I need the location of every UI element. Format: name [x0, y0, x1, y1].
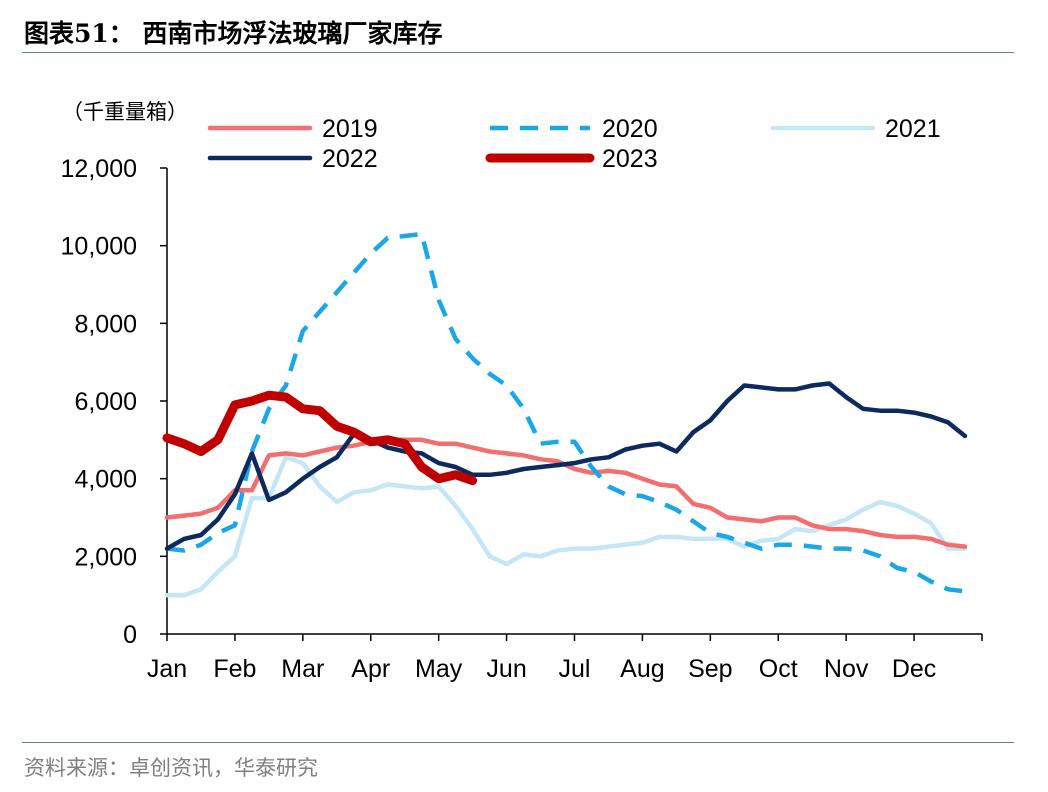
legend-label-2023: 2023 — [602, 145, 658, 173]
x-tick-label: Apr — [351, 655, 390, 683]
y-tick-label: 8,000 — [74, 310, 137, 338]
x-tick-label: Sep — [688, 655, 732, 683]
series-line-2022 — [164, 381, 968, 551]
legend-label-2022: 2022 — [322, 145, 378, 173]
legend-label-2021: 2021 — [885, 115, 941, 143]
series-line-2020 — [166, 231, 966, 594]
series-line-2021 — [164, 455, 968, 598]
legend-label-2019: 2019 — [322, 115, 378, 143]
series-group — [162, 231, 968, 598]
y-tick-label: 10,000 — [61, 233, 137, 261]
x-tick-label: Dec — [892, 655, 936, 683]
y-tick-label: 12,000 — [61, 155, 137, 183]
x-tick-label: Jan — [147, 655, 187, 683]
y-axis: 0 2,000 4,000 6,000 8,000 10,000 12,000 — [61, 155, 168, 649]
x-tick-label: May — [415, 655, 463, 683]
legend: 2019 2020 2021 2022 2023 — [207, 115, 941, 173]
series-line-2023 — [162, 390, 478, 486]
x-tick-label: Feb — [213, 655, 256, 683]
x-tick-label: Nov — [824, 655, 869, 683]
x-tick-label: Aug — [620, 655, 664, 683]
x-tick-label: Oct — [759, 655, 798, 683]
y-tick-label: 2,000 — [74, 543, 137, 571]
y-axis-label: （千重量箱） — [62, 100, 188, 124]
chart-title: 图表51： 西南市场浮法玻璃厂家库存 — [24, 19, 443, 48]
legend-label-2020: 2020 — [602, 115, 658, 143]
y-tick-label: 6,000 — [74, 388, 137, 416]
bottom-divider — [22, 742, 1014, 743]
x-tick-label: Jun — [486, 655, 526, 683]
y-tick-label: 4,000 — [74, 466, 137, 494]
x-tick-label: Mar — [281, 655, 324, 683]
x-axis: Jan Feb Mar Apr May Jun Jul Aug Sep Oct Nov Dec — [147, 633, 983, 683]
top-divider — [22, 52, 1014, 53]
x-tick-label: Jul — [559, 655, 591, 683]
y-tick-label: 0 — [123, 621, 137, 649]
source-note: 资料来源：卓创资讯，华泰研究 — [24, 756, 318, 780]
